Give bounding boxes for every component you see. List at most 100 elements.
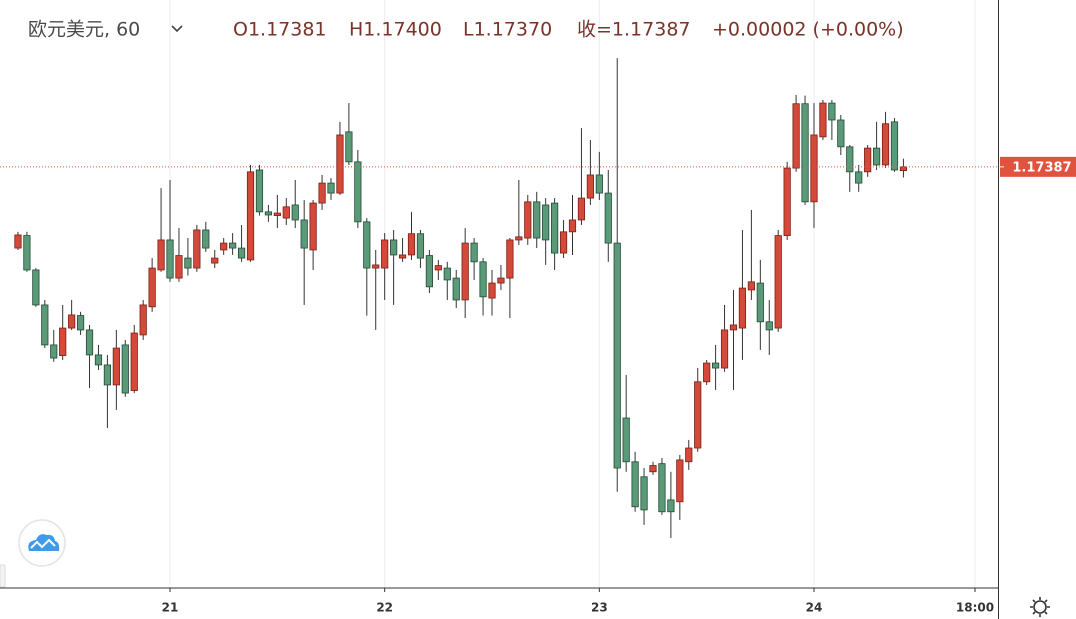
candle-body — [50, 344, 58, 359]
candle-body — [479, 261, 487, 298]
candle-body — [774, 235, 782, 329]
last-price-box — [1000, 156, 1076, 177]
settings-gear[interactable] — [1030, 597, 1050, 617]
candle-body — [309, 202, 317, 251]
candle-body — [398, 254, 407, 259]
candle-body — [533, 201, 541, 239]
candle-body — [703, 362, 711, 383]
candle-body — [747, 281, 755, 291]
candle-body — [497, 277, 505, 284]
candle-body — [640, 476, 648, 511]
candle-body — [121, 344, 129, 394]
candle-body — [318, 182, 326, 204]
grid-layer — [169, 0, 976, 588]
ohlc-high: H1.17400 — [349, 19, 442, 41]
candle-body — [506, 239, 514, 279]
candle-body — [577, 197, 586, 221]
candle-body — [470, 242, 478, 263]
candle-body — [488, 282, 496, 299]
candle-body — [68, 314, 76, 329]
x-tick-label: 21 — [162, 601, 179, 615]
candle-body — [220, 242, 228, 251]
candle-body — [712, 362, 720, 369]
candle-body — [899, 166, 908, 171]
candle-body — [246, 171, 255, 261]
candle-body — [157, 239, 165, 271]
candle-body — [291, 204, 299, 221]
candle-body — [103, 364, 112, 386]
side-tab[interactable] — [0, 564, 6, 588]
candle-body — [130, 332, 138, 391]
ohlc-open: O1.17381 — [233, 19, 327, 41]
candle-body — [282, 206, 290, 219]
candle-body — [694, 381, 702, 449]
symbol-chevron[interactable] — [171, 25, 183, 33]
candle-body — [14, 234, 22, 249]
candle-body — [336, 134, 344, 194]
x-tick-label: 23 — [591, 601, 608, 615]
candle-body — [416, 233, 425, 259]
candle-body — [300, 219, 308, 249]
logo[interactable] — [18, 519, 66, 567]
candle-body — [667, 499, 675, 513]
candle-body — [890, 121, 899, 171]
candle-body — [23, 235, 31, 271]
candle-body — [372, 264, 380, 269]
candle-body — [273, 212, 281, 216]
candle-layer — [14, 58, 908, 539]
candle-body — [94, 354, 103, 366]
gear-teeth[interactable] — [1030, 597, 1050, 617]
candle-body — [783, 167, 791, 236]
candle-body — [148, 267, 156, 308]
candle-body — [872, 147, 881, 166]
candle-body — [551, 202, 559, 254]
ohlc-change: +0.00002 (+0.00%) — [712, 19, 904, 41]
candle-body — [193, 229, 201, 269]
candle-body — [559, 231, 568, 254]
candle-body — [676, 459, 684, 503]
candle-body — [515, 236, 523, 241]
candle-body — [434, 265, 442, 271]
candle-body — [828, 102, 836, 121]
candle-body — [327, 182, 335, 194]
candle-body — [819, 102, 827, 138]
candle-body — [390, 239, 398, 256]
candle-body — [613, 242, 621, 469]
candle-body — [837, 119, 845, 148]
candle-body — [738, 287, 747, 329]
candle-body — [855, 171, 863, 184]
symbol[interactable]: 欧元美元, 60 — [28, 19, 140, 41]
candle-body — [139, 304, 147, 336]
candle-body — [112, 347, 120, 386]
gear-ring[interactable] — [1033, 600, 1047, 614]
candle-body — [729, 324, 738, 331]
candle-body — [595, 174, 603, 194]
candle-body — [59, 327, 67, 356]
candle-body — [345, 131, 353, 163]
ohlc-close: 收=1.17387 — [577, 19, 691, 41]
candle-body — [237, 247, 246, 259]
last-price-label: 1.17387 — [1012, 160, 1071, 175]
candle-body — [175, 255, 183, 279]
candle-body — [604, 192, 612, 244]
candle-body — [85, 329, 94, 356]
candle-body — [443, 267, 451, 281]
candle-body — [622, 417, 630, 463]
candle-body — [846, 146, 854, 173]
candle-body — [792, 103, 800, 169]
logo-line[interactable] — [30, 538, 56, 549]
candle-body — [658, 463, 666, 513]
candle-body — [202, 229, 210, 249]
candle-body — [586, 174, 594, 199]
candle-body — [452, 277, 460, 301]
candle-body — [425, 255, 433, 288]
candle-body — [524, 201, 532, 239]
candle-body — [229, 242, 237, 249]
logo-cloud[interactable] — [28, 534, 60, 551]
candle-body — [255, 169, 264, 213]
candle-body — [166, 239, 174, 279]
candle-body — [649, 465, 657, 473]
candle-body — [211, 257, 219, 264]
